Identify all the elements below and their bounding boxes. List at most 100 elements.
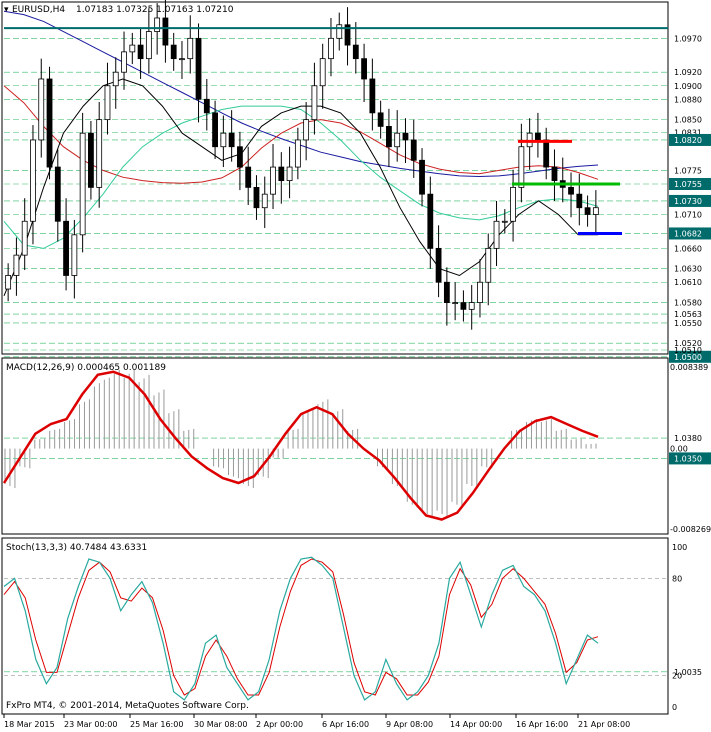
candle-body: [568, 186, 574, 195]
candle-body: [270, 166, 276, 195]
candle-body: [261, 193, 268, 209]
price-tick-label: 1.0730: [674, 197, 702, 206]
candle-body: [278, 166, 285, 182]
price-candles: [5, 0, 599, 330]
time-tick-label: 30 Mar 08:00: [194, 720, 247, 729]
candle-body: [237, 146, 243, 168]
price-tick-label: 1.0500: [674, 353, 702, 362]
price-tick-label: 1.0580: [674, 299, 702, 308]
candle-body: [5, 275, 12, 290]
candle-body: [38, 78, 45, 141]
candle-body: [13, 254, 20, 276]
price-axis: 1.05001.03501.00350.99051.09701.03801.09…: [669, 34, 711, 677]
price-tick-label: 1.0380: [674, 434, 702, 443]
candle-body: [460, 302, 467, 310]
candle-body: [402, 132, 409, 141]
candle-body: [485, 247, 492, 283]
ma-green-line: [3, 105, 599, 249]
price-tick-label: 1.0920: [674, 68, 702, 77]
candle-body: [46, 78, 53, 168]
candle-body: [154, 17, 161, 32]
price-tick-label: 1.0550: [674, 319, 702, 328]
candle-body: [377, 112, 384, 127]
price-tick-label: 1.0820: [674, 136, 702, 145]
candle-body: [394, 132, 401, 148]
ma-red-line: [3, 85, 599, 184]
candle-body: [311, 85, 318, 121]
macd-tick-label: 0.008389: [670, 363, 708, 372]
candle-body: [170, 44, 177, 60]
candle-body: [121, 51, 127, 73]
ma-blue-line: [3, 10, 599, 178]
candle-body: [96, 119, 103, 188]
time-tick-label: 18 Mar 2015: [4, 720, 55, 729]
candle-body: [493, 220, 500, 249]
price-label-bg: [669, 227, 711, 240]
stoch-grid: [4, 578, 668, 676]
macd-signal-polyline: [2, 370, 599, 521]
candle-body: [63, 220, 69, 276]
candle-body: [162, 17, 169, 46]
stoch-title: Stoch(13,3,3) 40.7484 43.6331: [6, 543, 147, 553]
macd-pane: [1, 357, 669, 535]
price-tick-label: 1.0563: [674, 310, 702, 319]
candle-body: [427, 193, 434, 249]
candle-body: [294, 139, 301, 168]
candle-body: [187, 37, 194, 60]
stoch-lines: [3, 556, 599, 701]
macd-tick-label: -0.008269: [670, 525, 711, 534]
candle-body: [443, 281, 450, 303]
candle-body: [386, 126, 392, 148]
price-tick-label: 1.0970: [674, 34, 702, 43]
price-label-bg: [669, 350, 711, 363]
time-tick-label: 23 Mar 00:00: [64, 720, 117, 729]
price-tick-label: 1.0350: [674, 454, 702, 463]
price-tick-label: 1.0035: [674, 668, 702, 677]
candle-body: [584, 207, 591, 215]
chart-ohlc: 1.07183 1.07325 1.07163 1.07210: [76, 5, 234, 15]
candle-body: [129, 44, 136, 53]
stoch-axis: 100 80 20 0: [672, 543, 687, 712]
candle-body: [319, 58, 326, 87]
price-tick-label: 1.0710: [674, 210, 702, 219]
candle-body: [369, 78, 376, 114]
candle-body: [54, 166, 61, 222]
candle-body: [79, 132, 86, 236]
stoch-signal-line: [3, 558, 599, 696]
macd-tick-label: 0.00: [670, 445, 688, 454]
time-tick-label: 14 Apr 00:00: [450, 720, 502, 729]
macd-axis: 0.008389 0.00 -0.008269: [670, 363, 711, 534]
candle-body: [286, 166, 293, 182]
price-tick-label: 1.0610: [674, 278, 702, 287]
symbol-icon: ▾: [4, 5, 9, 15]
price-label-bg: [669, 194, 711, 207]
stoch-tick-label: 80: [672, 574, 682, 583]
chart-symbol: EURUSD,H4: [12, 5, 65, 15]
candle-body: [203, 98, 210, 114]
time-tick-label: 6 Apr 16:00: [322, 720, 369, 729]
candle-body: [592, 207, 599, 215]
candle-body: [71, 234, 78, 276]
price-label-bg: [669, 133, 711, 146]
time-tick-label: 21 Apr 08:00: [578, 720, 630, 729]
candle-body: [179, 58, 185, 61]
price-tick-label: 1.0630: [674, 265, 702, 274]
candle-body: [220, 132, 227, 148]
candle-body: [245, 166, 252, 188]
stoch-main-line: [3, 556, 599, 701]
macd-title: MACD(12,26,9) 0.000465 0.001189: [6, 363, 166, 373]
price-tick-label: 1.0900: [674, 82, 702, 91]
time-tick-label: 25 Mar 16:00: [130, 720, 183, 729]
price-tick-label: 1.0660: [674, 244, 702, 253]
stoch-tick-label: 0: [672, 703, 677, 712]
candle-body: [419, 159, 425, 195]
price-tick-label: 1.0880: [674, 95, 702, 104]
candle-body: [518, 146, 525, 188]
price-tick-label: 1.0682: [674, 229, 702, 238]
candle-body: [410, 139, 417, 161]
candle-body: [576, 193, 583, 209]
candle-body: [137, 44, 144, 60]
copyright-text: FxPro MT4, © 2001-2014, MetaQuotes Softw…: [6, 701, 249, 711]
candle-body: [510, 186, 516, 222]
